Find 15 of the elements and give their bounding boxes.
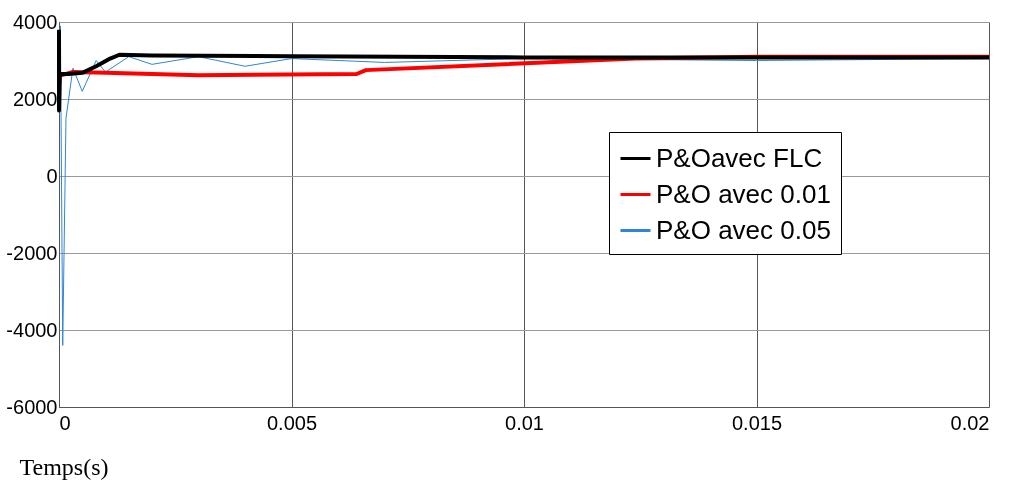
x-tick-label: 0.015 — [731, 411, 783, 434]
legend-label: P&O avec 0.05 — [656, 214, 831, 245]
legend-label: P&Oavec FLC — [656, 142, 823, 173]
y-tick-label: 2000 — [13, 87, 58, 110]
y-tick-label: 0 — [46, 164, 58, 187]
y-tick-label: -6000 — [6, 395, 58, 418]
y-tick-label: -2000 — [6, 241, 58, 264]
y-tick-label: -4000 — [6, 318, 58, 341]
x-axis-title: Temps(s) — [19, 453, 109, 480]
x-tick-label: 0.02 — [950, 411, 990, 434]
line-series — [57, 27, 991, 113]
x-tick-label: 0.005 — [266, 411, 318, 434]
x-tick-label: 0.01 — [505, 411, 544, 434]
legend-label: P&O avec 0.01 — [656, 178, 831, 209]
y-tick-label: 4000 — [13, 10, 58, 33]
